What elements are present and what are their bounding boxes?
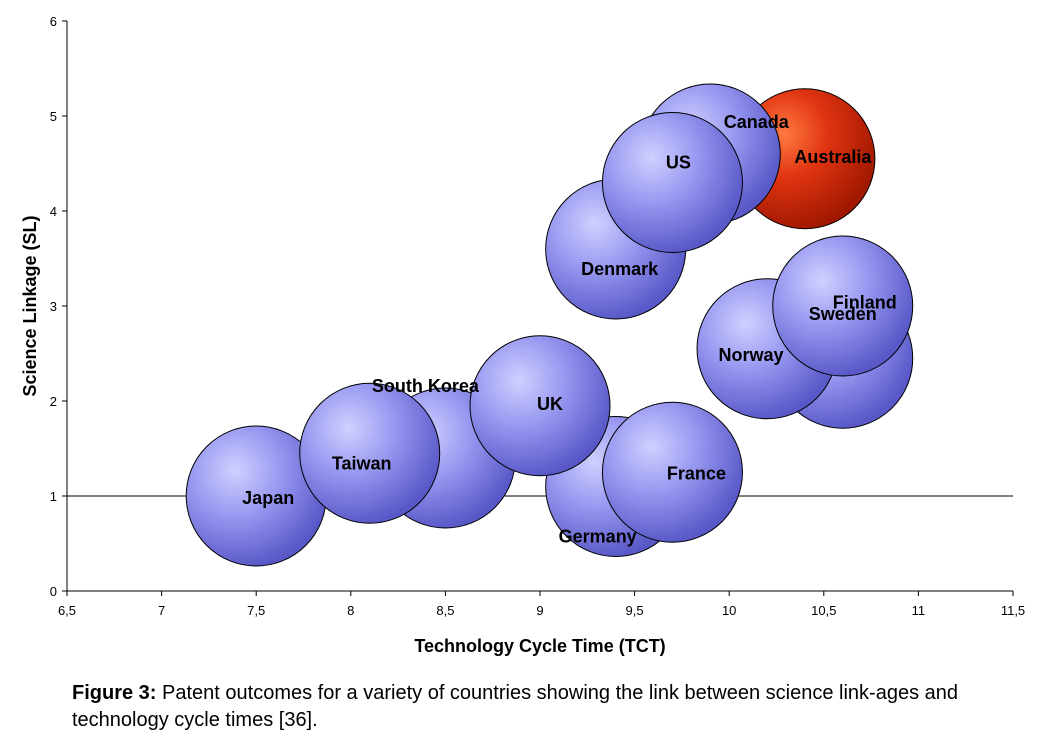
- bubble-label-norway: Norway: [719, 345, 784, 365]
- x-tick-label: 6,5: [58, 603, 76, 618]
- bubble-label-canada: Canada: [724, 112, 790, 132]
- bubble-label-uk: UK: [537, 394, 563, 414]
- y-tick-label: 1: [50, 489, 57, 504]
- bubble-sweden: [772, 235, 914, 377]
- bubble-france: [601, 401, 743, 543]
- y-tick-label: 3: [50, 299, 57, 314]
- y-tick-label: 2: [50, 394, 57, 409]
- bubble-us: [601, 112, 743, 253]
- x-tick-label: 11,5: [1001, 603, 1025, 618]
- bubble-label-us: US: [666, 153, 691, 173]
- caption-label: Figure 3:: [72, 682, 157, 704]
- y-tick-label: 5: [50, 109, 57, 124]
- bubble-label-australia: Australia: [794, 147, 872, 167]
- bubble-uk: [469, 335, 611, 477]
- bubble-chart: 6,5 7 7,5 8 8,5 9 9,5 10 10,5 11 11,5 0 1 2 3 4 5 6 Japan…: [20, 14, 1025, 656]
- bubble-label-taiwan: Taiwan: [332, 453, 392, 473]
- y-tick-label: 0: [50, 584, 57, 599]
- bubbles: [185, 83, 914, 567]
- bubble-label-denmark: Denmark: [581, 259, 659, 279]
- bubble-label-sweden: Sweden: [809, 304, 877, 324]
- bubble-label-south-korea: South Korea: [372, 376, 480, 396]
- bubble-labels: Japan South Korea Taiwan Germany France UK Den…: [242, 112, 897, 547]
- y-tick-label: 6: [50, 14, 57, 29]
- bubble-label-finland: Finland: [833, 292, 897, 312]
- x-tick-label: 7: [158, 603, 165, 618]
- x-tick-label: 7,5: [247, 603, 265, 618]
- caption-text: Patent outcomes for a variety of countri…: [72, 682, 959, 731]
- bubble-label-france: France: [667, 463, 726, 483]
- x-tick-label: 8,5: [436, 603, 454, 618]
- x-tick-label: 11: [912, 603, 926, 618]
- y-tick-label: 4: [50, 204, 57, 219]
- x-tick-label: 10,5: [811, 603, 836, 618]
- bubble-label-japan: Japan: [242, 488, 294, 508]
- figure-caption: Figure 3: Patent outcomes for a variety …: [72, 680, 1042, 734]
- x-tick-label: 8: [347, 603, 354, 618]
- bubble-label-germany: Germany: [559, 527, 637, 547]
- x-axis-title: Technology Cycle Time (TCT): [414, 636, 665, 656]
- x-tick-label: 9: [536, 603, 543, 618]
- x-tick-label: 9,5: [626, 603, 644, 618]
- x-tick-label: 10: [722, 603, 736, 618]
- y-axis-title: Science Linkage (SL): [20, 215, 40, 396]
- bubble-taiwan: [299, 382, 441, 524]
